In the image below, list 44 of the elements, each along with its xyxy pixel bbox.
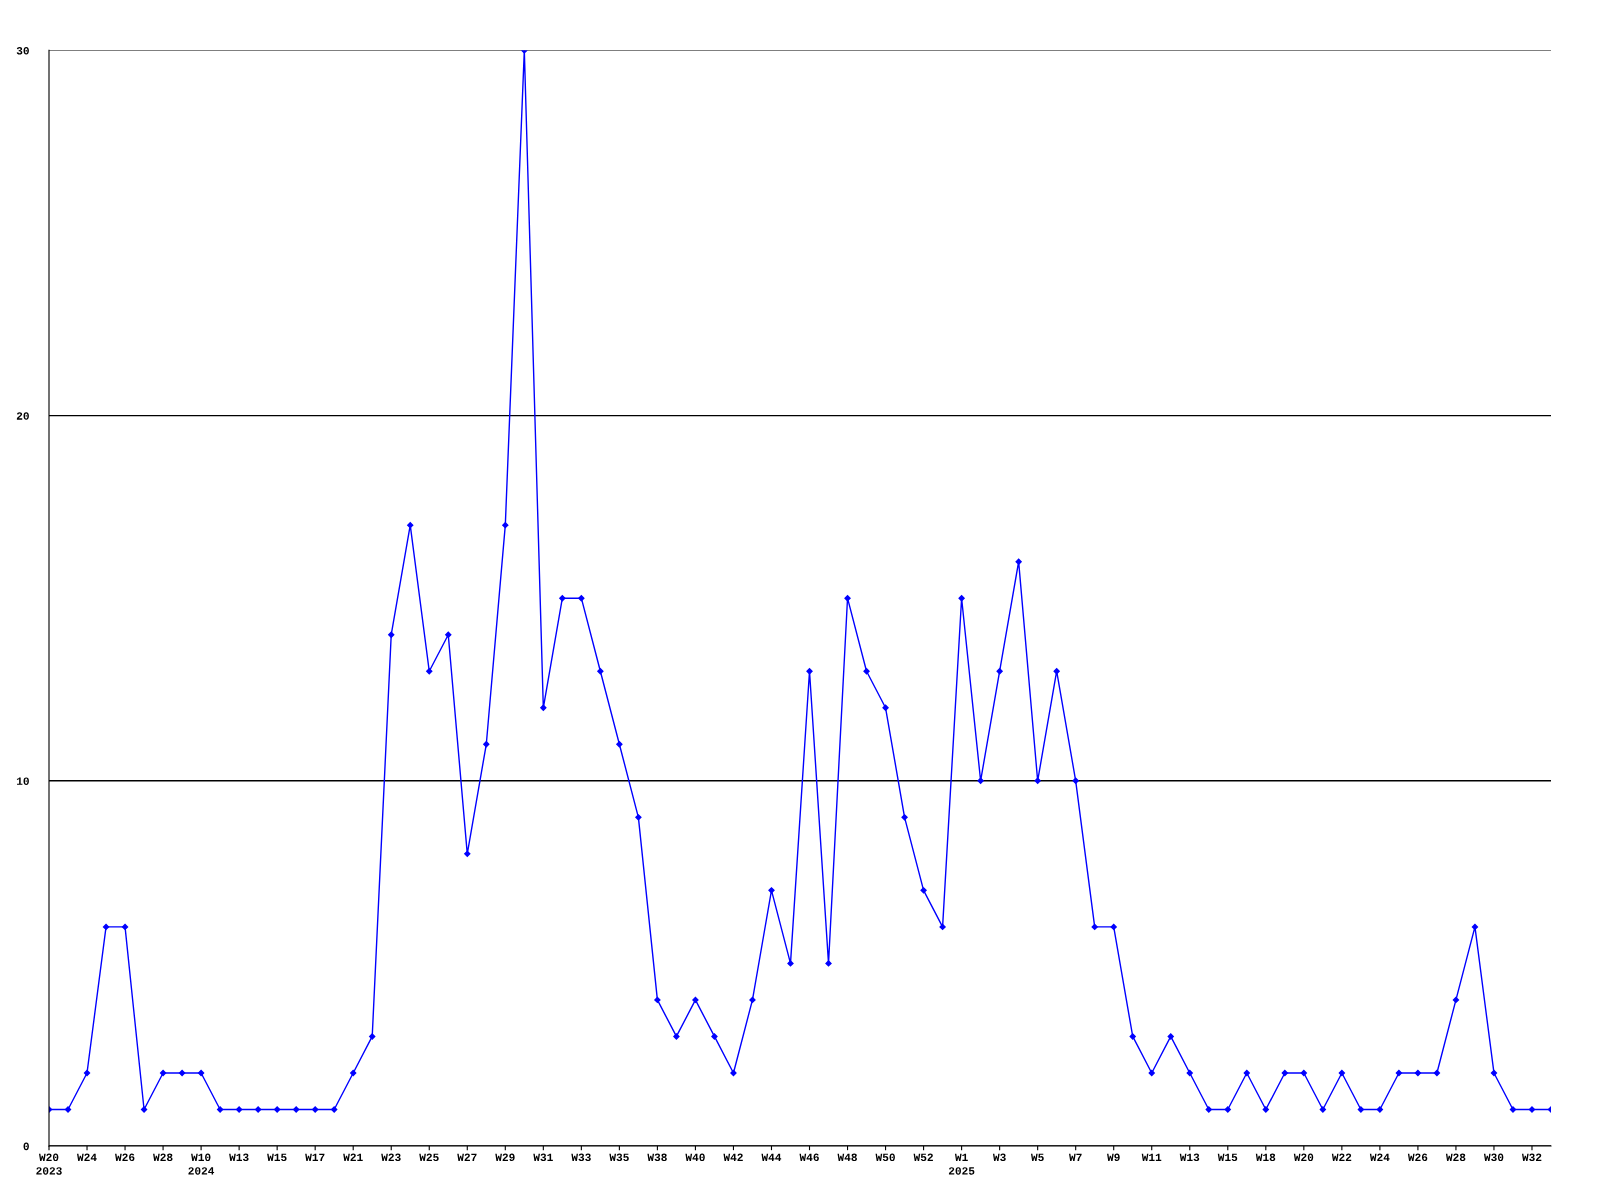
- x-tick-label: W28: [1445, 1153, 1466, 1162]
- x-tick-label: W1 2025: [948, 1153, 975, 1175]
- x-tick-label: W9: [1107, 1153, 1120, 1162]
- x-tick-label: W26: [1407, 1153, 1428, 1162]
- x-tick-label: W11: [1141, 1153, 1162, 1161]
- x-tick-label: W23: [381, 1153, 401, 1162]
- x-tick-label: W40: [685, 1153, 705, 1162]
- x-tick-label: W15: [267, 1153, 287, 1162]
- x-tick-label: W17: [305, 1153, 325, 1161]
- x-tick-label: W18: [1255, 1153, 1276, 1162]
- x-tick-label: W13: [229, 1153, 249, 1162]
- x-tick-label: W22: [1331, 1153, 1352, 1161]
- x-tick-label: W42: [723, 1153, 743, 1161]
- x-tick-label: W52: [913, 1153, 933, 1162]
- x-tick-label: W50: [875, 1153, 895, 1162]
- x-tick-label: W32: [1521, 1153, 1542, 1162]
- x-tick-label: W35: [609, 1153, 629, 1162]
- x-tick-label: W29: [495, 1153, 515, 1162]
- x-tick-label: W20: [1293, 1153, 1314, 1162]
- y-tick-label: 10: [16, 777, 29, 785]
- y-tick-label: 30: [16, 46, 29, 55]
- x-tick-label: W31: [533, 1153, 553, 1162]
- x-tick-label: W38: [647, 1153, 667, 1162]
- x-tick-label: W30: [1483, 1153, 1504, 1162]
- x-tick-label: W25: [419, 1153, 439, 1162]
- x-tick-label: W26: [115, 1153, 135, 1162]
- x-tick-label: W24: [1369, 1153, 1390, 1161]
- x-tick-label: W27: [457, 1153, 477, 1161]
- y-tick-label: 0: [23, 1142, 29, 1151]
- x-tick-label: W44: [761, 1153, 782, 1161]
- x-tick-label: W48: [837, 1153, 857, 1162]
- x-tick-label: W5: [1030, 1153, 1044, 1162]
- x-tick-label: W28: [153, 1153, 173, 1162]
- x-tick-label: W7: [1069, 1153, 1082, 1161]
- x-tick-label: W20 2023: [36, 1153, 62, 1175]
- x-tick-label: W15: [1217, 1153, 1238, 1162]
- x-tick-label: W46: [799, 1153, 819, 1162]
- x-tick-label: W33: [571, 1153, 591, 1162]
- y-tick-label: 20: [16, 412, 29, 420]
- x-tick-label: W21: [343, 1153, 363, 1161]
- x-tick-label: W3: [992, 1153, 1006, 1162]
- x-tick-label: W13: [1179, 1153, 1200, 1162]
- x-tick-label: W24: [77, 1153, 97, 1161]
- x-tick-label: W10 2024: [188, 1153, 215, 1175]
